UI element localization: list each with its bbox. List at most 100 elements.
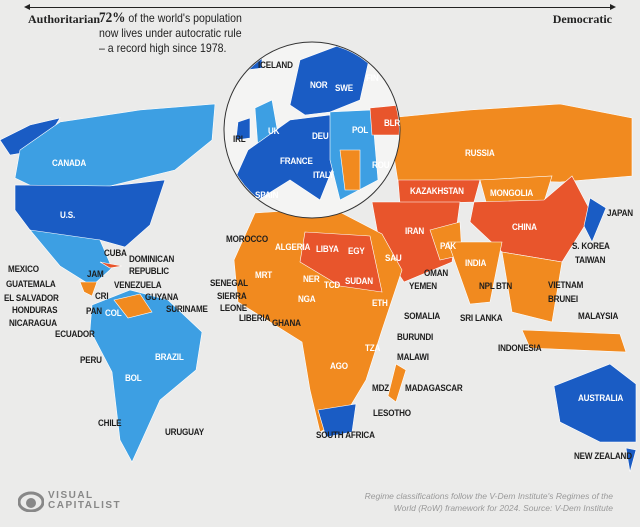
- country-label: TZA: [365, 343, 381, 353]
- country-label: VENEZUELA: [114, 280, 162, 290]
- mexico-region: [29, 229, 113, 287]
- country-label: JAPAN: [607, 208, 633, 218]
- country-label: COL: [105, 308, 122, 318]
- country-label: NICARAGUA: [9, 318, 57, 328]
- country-label: SPAIN: [255, 190, 279, 200]
- sudan-libya-region: [299, 231, 383, 293]
- us-region: [14, 179, 166, 248]
- source-note: Regime classifications follow the V-Dem …: [365, 490, 613, 514]
- belarus-inset: [369, 104, 399, 136]
- visual-capitalist-logo: VISUAL CAPITALIST: [18, 490, 128, 512]
- country-label: INDONESIA: [498, 343, 542, 353]
- country-label: POL: [352, 125, 369, 135]
- ireland-inset: [235, 117, 251, 141]
- country-label: NOR: [310, 80, 328, 90]
- country-label: MALAWI: [397, 352, 429, 362]
- scale-left-label: Authoritarian: [28, 12, 100, 26]
- logo-text: VISUAL CAPITALIST: [48, 490, 122, 511]
- country-label: PAK: [440, 241, 456, 251]
- country-label: BRUNEI: [548, 294, 578, 304]
- australia-region: [553, 363, 637, 443]
- country-label: DOMINICAN: [129, 254, 175, 264]
- country-label: TAIWAN: [575, 255, 606, 265]
- country-label: MRT: [255, 270, 273, 280]
- country-label: NER: [303, 274, 320, 284]
- central-america-region: [79, 281, 98, 297]
- country-label: MALAYSIA: [578, 311, 619, 321]
- country-label: TCD: [324, 280, 341, 290]
- country-label: CHINA: [512, 222, 537, 232]
- country-label: UK: [268, 126, 280, 136]
- country-label: MONGOLIA: [490, 188, 534, 198]
- country-label: MEXICO: [8, 264, 39, 274]
- country-label: GHANA: [272, 318, 301, 328]
- country-label: LIBERIA: [239, 313, 271, 323]
- country-label: JAM: [87, 269, 104, 279]
- country-label: MOROCCO: [226, 234, 268, 244]
- country-label: DEU: [312, 131, 329, 141]
- country-label: FRANCE: [280, 156, 313, 166]
- country-label: AUSTRALIA: [578, 393, 624, 403]
- country-label: KAZAKHSTAN: [410, 186, 464, 196]
- country-label: SENEGAL: [210, 278, 248, 288]
- country-label: LEONE: [220, 303, 248, 313]
- country-label: SURINAME: [166, 304, 208, 314]
- country-label: SOUTH AFRICA: [316, 430, 375, 440]
- country-label: LESOTHO: [373, 408, 411, 418]
- country-label: CRI: [95, 291, 109, 301]
- country-label: SWE: [335, 83, 353, 93]
- country-label: LIBYA: [316, 244, 339, 254]
- country-label: URUGUAY: [165, 427, 204, 437]
- russia-region: [387, 103, 633, 183]
- country-label: SRI LANKA: [460, 313, 503, 323]
- country-label: NEW ZEALAND: [574, 451, 632, 461]
- country-label: EGY: [348, 246, 365, 256]
- country-label: GUYANA: [145, 292, 179, 302]
- authoritarian-democratic-scale-arrow: [24, 4, 616, 10]
- china-region: [469, 175, 593, 263]
- indonesia-region: [521, 329, 627, 353]
- country-label: ETH: [372, 298, 388, 308]
- country-label: REPUBLIC: [129, 266, 169, 276]
- south-africa-region: [317, 403, 357, 438]
- new-zealand-region: [625, 447, 637, 473]
- country-label: YEMEN: [409, 281, 437, 291]
- country-label: MDZ: [372, 383, 390, 393]
- country-label: CANADA: [52, 158, 87, 168]
- country-label: NGA: [298, 294, 316, 304]
- country-label: PAN: [86, 306, 102, 316]
- country-label: EL SALVADOR: [4, 293, 59, 303]
- japan-region: [583, 197, 607, 243]
- country-label: VIETNAM: [548, 280, 584, 290]
- madagascar-region: [387, 363, 407, 403]
- country-label: IRL: [233, 134, 246, 144]
- southeast-asia-region: [501, 251, 563, 323]
- country-label: NPL: [479, 281, 495, 291]
- source-note-line1: Regime classifications follow the V-Dem …: [364, 491, 613, 501]
- country-label: U.S.: [60, 210, 76, 220]
- hungary-serbia-inset: [339, 149, 361, 191]
- country-label: FIN: [366, 73, 379, 83]
- source-note-line2: World (RoW) framework for 2024. Source: …: [393, 503, 613, 513]
- country-label: RUSSIA: [465, 148, 495, 158]
- headline: 72% of the world's population now lives …: [99, 11, 249, 56]
- country-label: OMAN: [424, 268, 449, 278]
- country-label: SAU: [385, 253, 402, 263]
- country-label: GUATEMALA: [6, 279, 56, 289]
- country-label: INDIA: [465, 258, 487, 268]
- country-label: ICELAND: [258, 60, 293, 70]
- country-label: SIERRA: [217, 291, 247, 301]
- south-america-region: [89, 289, 203, 463]
- india-region: [447, 241, 503, 305]
- country-label: SUDAN: [345, 276, 373, 286]
- cuba-region: [99, 261, 123, 269]
- country-label: AGO: [330, 361, 348, 371]
- country-label: BTN: [496, 281, 513, 291]
- country-label: ROU: [372, 160, 390, 170]
- headline-stat: 72%: [99, 10, 126, 26]
- canada-region: [14, 103, 216, 191]
- venezuela-region: [113, 293, 153, 319]
- scandinavia-inset: [289, 44, 371, 116]
- country-label: SOMALIA: [404, 311, 441, 321]
